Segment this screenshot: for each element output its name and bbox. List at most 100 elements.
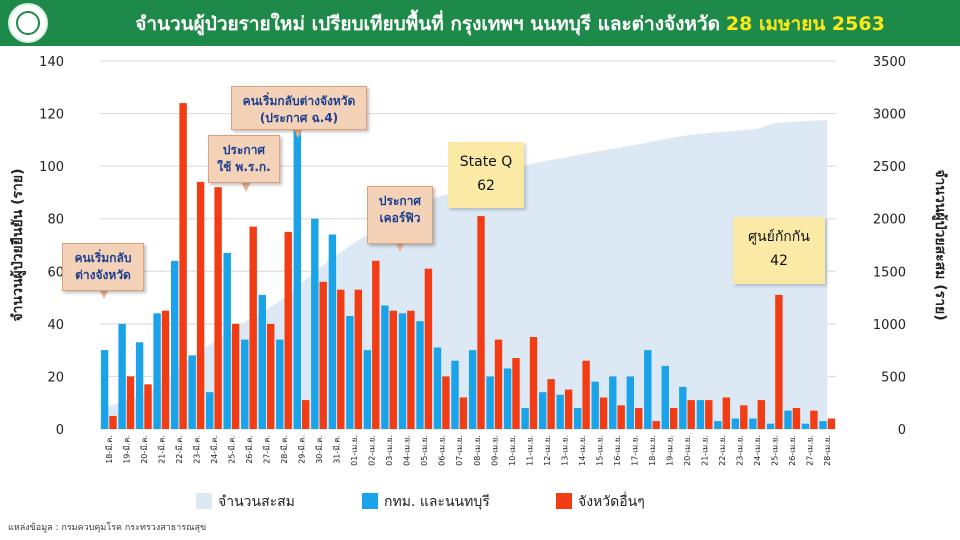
bar-other-provinces [459, 397, 468, 429]
y-tick-label: 0 [56, 423, 64, 438]
bar-bkk-nonthaburi [363, 350, 372, 429]
bar-bkk-nonthaburi [503, 368, 512, 429]
x-tick-label: 12-เม.ย. [543, 435, 552, 466]
legend-label: จังหวัดอื่นๆ [578, 494, 645, 510]
legend-swatch [196, 493, 212, 509]
bar-bkk-nonthaburi [679, 386, 687, 429]
x-tick-label: 19-เม.ย. [666, 435, 675, 466]
bar-other-provinces [354, 289, 362, 429]
bar-bkk-nonthaburi [539, 392, 547, 429]
bar-other-provinces [337, 289, 345, 429]
bar-bkk-nonthaburi [661, 365, 669, 429]
x-tick-label: 05-เม.ย. [420, 435, 429, 466]
x-tick-label: 18-เม.ย. [648, 435, 657, 466]
bar-other-provinces [740, 405, 748, 429]
bar-bkk-nonthaburi [206, 392, 214, 429]
bar-other-provinces [687, 400, 695, 429]
legend-label: กทม. และนนทบุรี [384, 494, 490, 510]
chart-title: จำนวนผู้ป่วยรายใหม่ เปรียบเทียบพื้นที่ ก… [80, 9, 940, 39]
callout-line: ประกาศ [222, 143, 266, 157]
bar-bkk-nonthaburi [451, 360, 459, 429]
y-tick-label: 60 [47, 265, 64, 280]
bar-bkk-nonthaburi [188, 355, 196, 429]
bar-bkk-nonthaburi [696, 400, 705, 429]
bar-bkk-nonthaburi [644, 350, 652, 429]
x-tick-label: 23-เม.ย. [736, 435, 745, 466]
annotation-callout: ประกาศใช้ พ.ร.ก. [208, 135, 280, 183]
bar-other-provinces [477, 216, 485, 429]
bar-other-provinces [196, 181, 205, 429]
bar-bkk-nonthaburi [486, 376, 494, 429]
bar-bkk-nonthaburi [171, 260, 179, 429]
bar-bkk-nonthaburi [749, 418, 757, 429]
bar-other-provinces [827, 418, 836, 429]
callout-line: (ประกาศ ฉ.4) [259, 111, 339, 125]
legend-swatch [362, 493, 378, 509]
bar-other-provinces [635, 408, 643, 429]
bar-bkk-nonthaburi [626, 376, 634, 429]
x-tick-label: 28-มี.ค. [280, 435, 289, 464]
y-axis-label: จำนวนผู้ป่วยยืนยัน (ราย) [10, 168, 26, 321]
y2-tick-label: 1000 [873, 318, 906, 333]
bar-other-provinces [547, 379, 555, 429]
x-tick-label: 03-เม.ย. [385, 435, 394, 466]
y-tick-label: 20 [47, 370, 64, 385]
y2-tick-label: 0 [898, 423, 906, 438]
bar-bkk-nonthaburi [328, 234, 337, 429]
bar-other-provinces [757, 400, 765, 429]
bar-other-provinces [407, 310, 415, 429]
bar-bkk-nonthaburi [609, 376, 617, 429]
bar-other-provinces [249, 226, 257, 429]
x-tick-label: 31-มี.ค. [333, 435, 342, 464]
x-tick-label: 26-เม.ย. [788, 435, 797, 466]
x-tick-label: 27-มี.ค. [262, 435, 271, 464]
bar-bkk-nonthaburi [574, 408, 582, 429]
annotation-callout: คนเริ่มกลับต่างจังหวัด (ประกาศ ฉ.4) [231, 86, 367, 130]
bar-bkk-nonthaburi [398, 313, 407, 429]
bar-bkk-nonthaburi [258, 294, 266, 429]
x-tick-label: 15-เม.ย. [595, 435, 604, 466]
x-tick-label: 10-เม.ย. [508, 435, 517, 466]
bar-other-provinces [810, 410, 818, 429]
bar-other-provinces [284, 231, 292, 429]
header-bar: จำนวนผู้ป่วยรายใหม่ เปรียบเทียบพื้นที่ ก… [0, 0, 960, 46]
bar-other-provinces [302, 400, 310, 429]
x-tick-label: 07-เม.ย. [455, 435, 464, 466]
bar-bkk-nonthaburi [381, 305, 389, 429]
x-tick-label: 25-เม.ย. [771, 435, 780, 466]
bar-bkk-nonthaburi [153, 313, 161, 429]
bar-other-provinces [670, 408, 678, 429]
y-tick-label: 80 [47, 213, 64, 228]
x-tick-label: 23-มี.ค. [192, 435, 201, 464]
x-tick-label: 09-เม.ย. [490, 435, 499, 466]
x-tick-label: 20-เม.ย. [683, 435, 692, 466]
bar-other-provinces [267, 323, 275, 429]
bar-other-provinces [705, 400, 713, 429]
callout-line: 42 [770, 253, 788, 269]
y-tick-label: 120 [39, 108, 64, 123]
x-tick-label: 13-เม.ย. [560, 435, 569, 466]
bar-other-provinces [319, 281, 327, 429]
callout-line: ใช้ พ.ร.ก. [217, 160, 271, 174]
x-tick-label: 22-เม.ย. [718, 435, 727, 466]
data-source: แหล่งข้อมูล : กรมควบคุมโรค กระทรวงสาธารณ… [8, 523, 207, 533]
bar-other-provinces [599, 397, 608, 429]
annotation-callout: ประกาศ เคอร์ฟิว [367, 186, 433, 244]
x-tick-label: 16-เม.ย. [613, 435, 622, 466]
y-tick-label: 140 [39, 55, 64, 70]
bar-bkk-nonthaburi [311, 218, 319, 429]
bar-bkk-nonthaburi [801, 423, 810, 429]
x-tick-label: 19-มี.ค. [122, 435, 131, 464]
chart-legend: จำนวนสะสม กทม. และนนทบุรี จังหวัดอื่นๆ [0, 489, 960, 513]
bar-other-provinces [442, 376, 450, 429]
bar-other-provinces [652, 421, 660, 429]
x-tick-label: 01-เม.ย. [350, 435, 359, 466]
bar-bkk-nonthaburi [731, 418, 740, 429]
x-tick-label: 18-มี.ค. [105, 435, 114, 464]
bar-other-provinces [529, 337, 538, 429]
bar-other-provinces [512, 358, 520, 429]
bar-bkk-nonthaburi [468, 350, 477, 429]
legend-label: จำนวนสะสม [218, 494, 295, 510]
bar-bkk-nonthaburi [293, 95, 301, 429]
bar-other-provinces [144, 384, 152, 429]
